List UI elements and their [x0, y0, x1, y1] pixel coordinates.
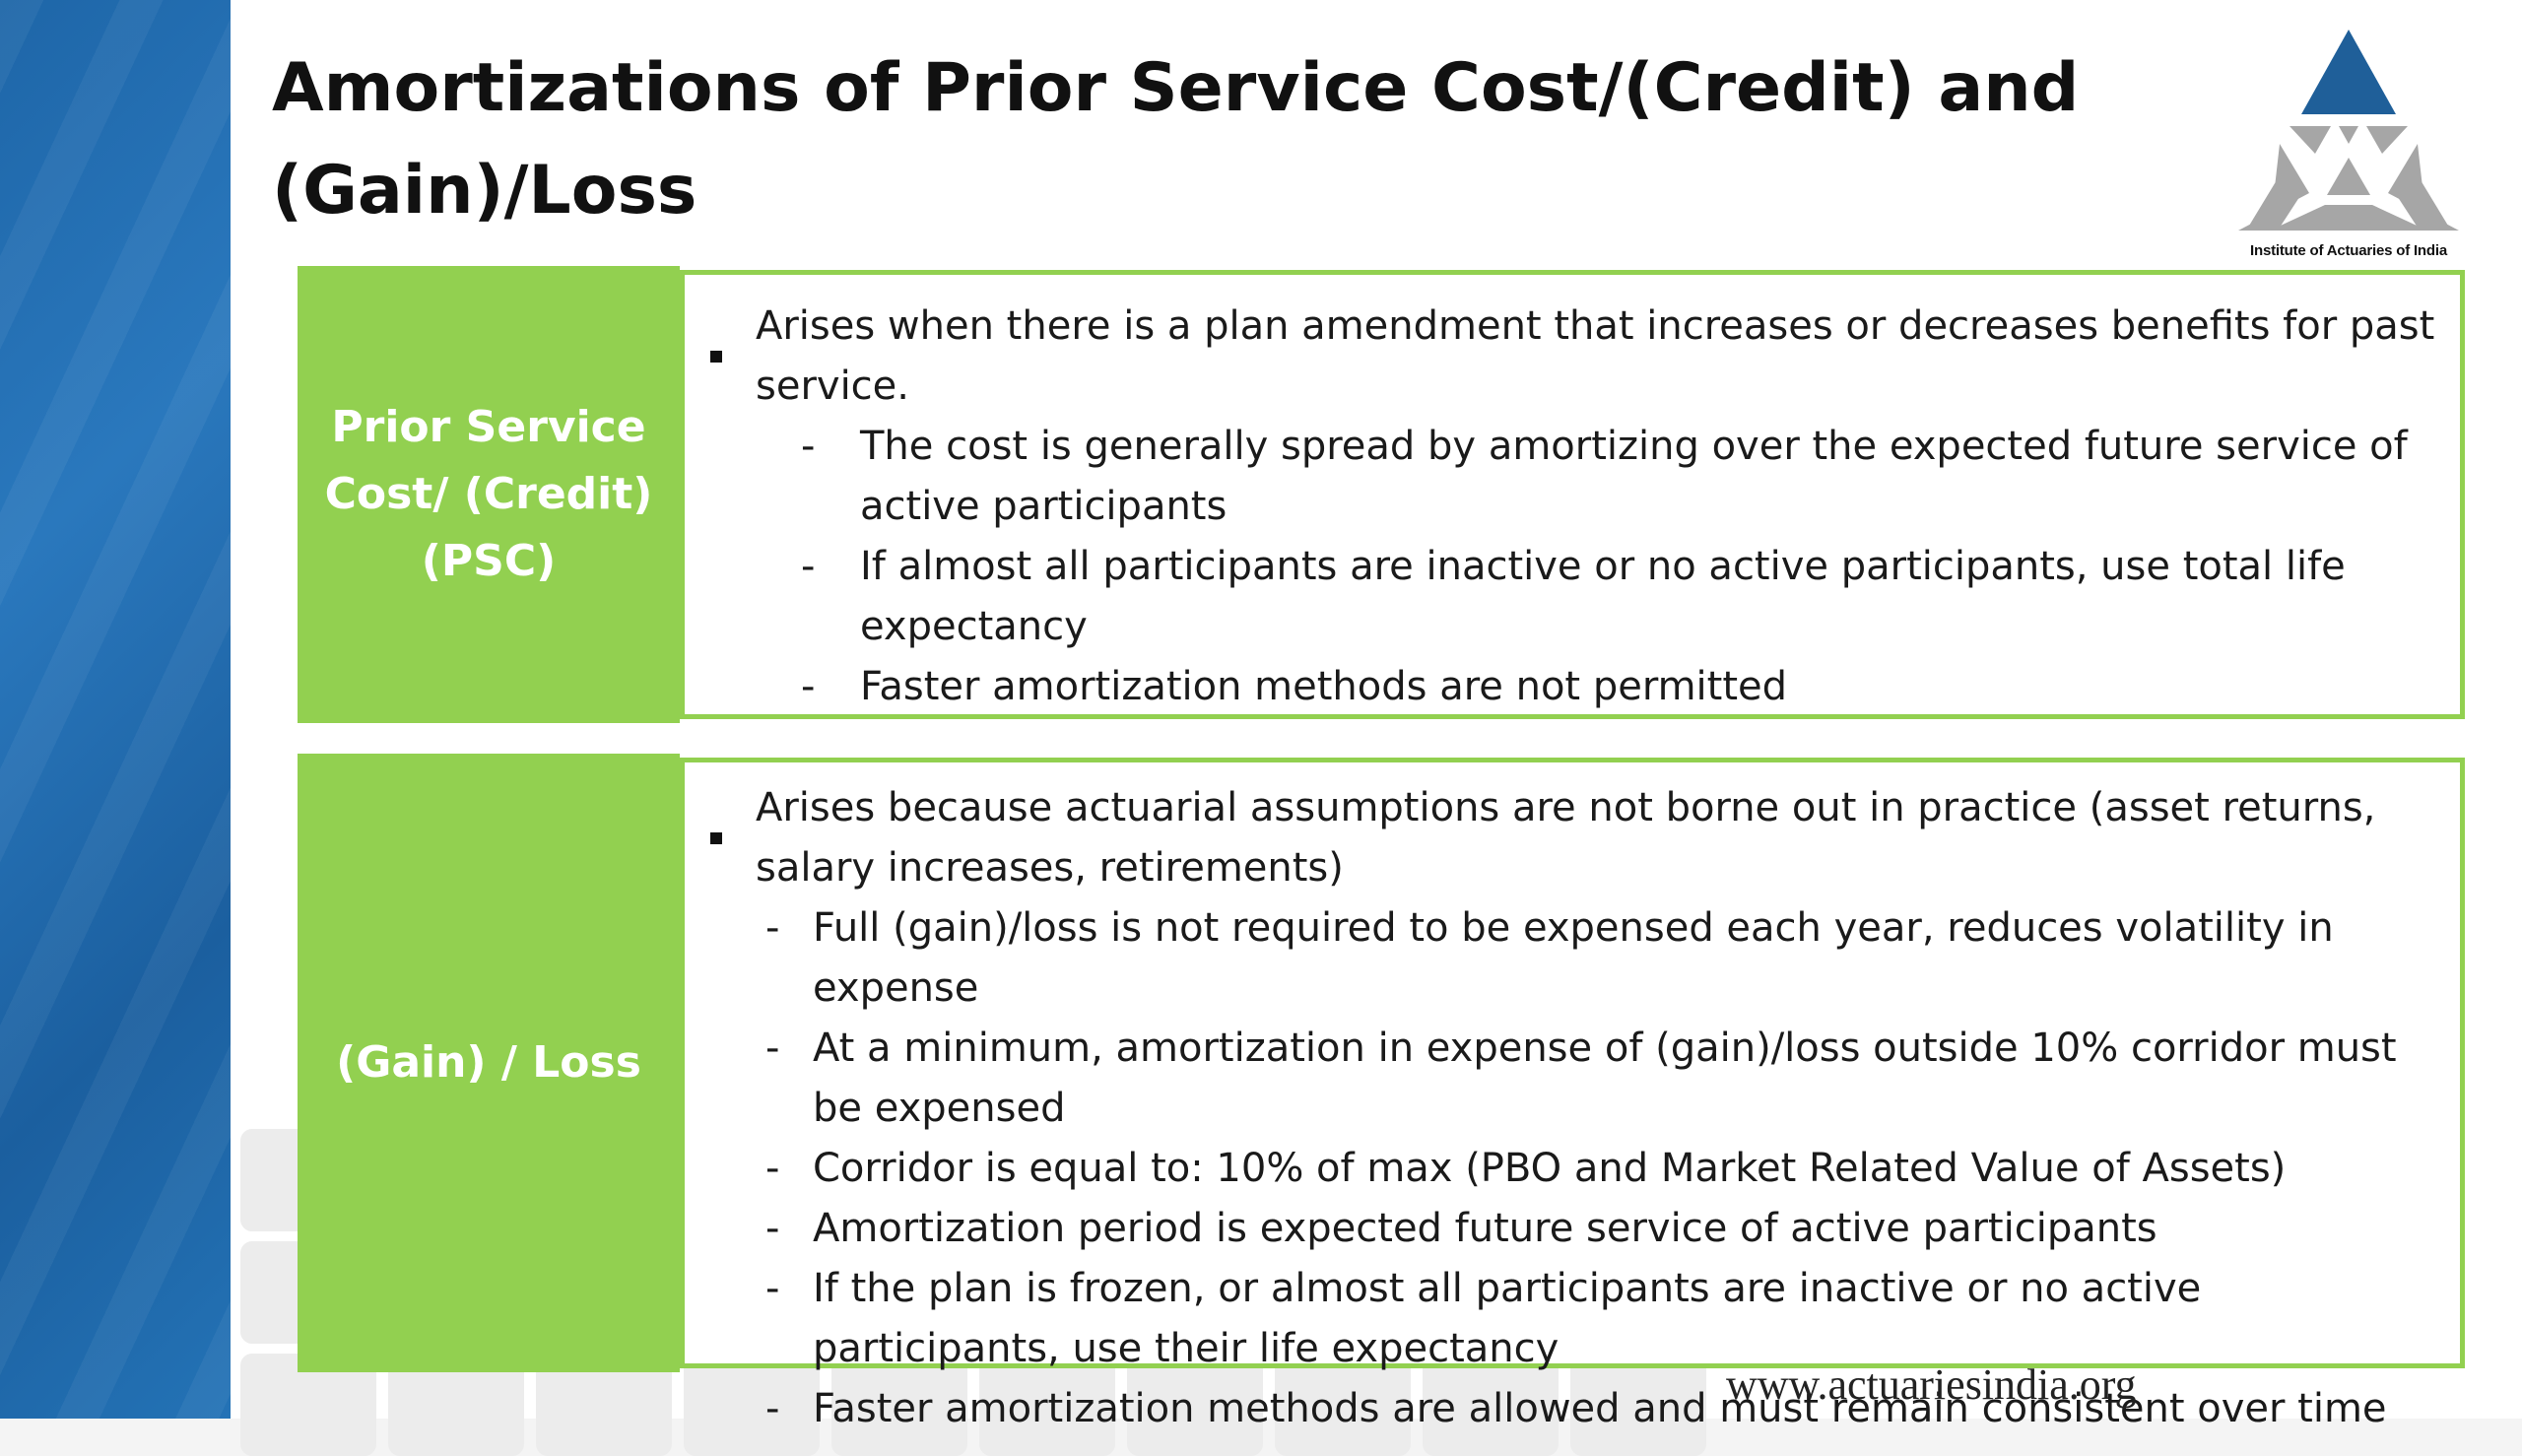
psc-content-box: Arises when there is a plan amendment th… — [680, 270, 2465, 719]
gain-loss-sub-text: If the plan is frozen, or almost all par… — [813, 1266, 2202, 1371]
list-item: - At a minimum, amortization in expense … — [685, 1019, 2448, 1139]
list-item: - Amortization period is expected future… — [685, 1199, 2448, 1259]
footer-url: www.actuariesindia.org — [1726, 1360, 2137, 1409]
dash-marker: - — [801, 664, 816, 709]
left-blue-bar — [0, 0, 231, 1419]
psc-sub-text: If almost all participants are inactive … — [860, 544, 2346, 649]
list-item: - If the plan is frozen, or almost all p… — [685, 1259, 2448, 1379]
gain-loss-content-box: Arises because actuarial assumptions are… — [680, 758, 2465, 1431]
title-line-2: (Gain)/Loss — [272, 152, 697, 230]
square-bullet-icon — [710, 802, 722, 862]
dash-marker: - — [765, 1386, 780, 1431]
gain-loss-bullet-text: Arises because actuarial assumptions are… — [756, 785, 2376, 891]
list-item: - Faster amortization methods are not pe… — [685, 657, 2440, 717]
iai-triangle-logo-icon — [2238, 30, 2459, 231]
gain-loss-label: (Gain) / Loss — [336, 1037, 641, 1088]
dash-marker: - — [765, 905, 780, 951]
list-item: - If almost all participants are inactiv… — [685, 537, 2440, 657]
list-item: - Faster amortization methods are allowe… — [685, 1379, 2448, 1439]
square-bullet-icon — [710, 320, 722, 380]
dash-marker: - — [765, 1266, 780, 1311]
dash-marker: - — [765, 1146, 780, 1191]
logo-caption: Institute of Actuaries of India — [2250, 242, 2447, 259]
title-line-1: Amortizations of Prior Service Cost/(Cre… — [272, 49, 2080, 127]
list-item: Arises when there is a plan amendment th… — [685, 297, 2440, 417]
list-item: - The cost is generally spread by amorti… — [685, 417, 2440, 537]
dash-marker: - — [801, 544, 816, 589]
psc-label-line-1: Prior Service — [331, 402, 646, 452]
gain-loss-sub-text: Full (gain)/loss is not required to be e… — [813, 905, 2334, 1011]
gain-loss-sub-text: Amortization period is expected future s… — [813, 1206, 2157, 1251]
gain-loss-sub-text: Faster amortization methods are allowed … — [813, 1386, 2387, 1431]
psc-label: Prior Service Cost/ (Credit) (PSC) — [321, 394, 656, 595]
psc-label-box: Prior Service Cost/ (Credit) (PSC) — [298, 266, 680, 723]
psc-sub-text: Faster amortization methods are not perm… — [860, 664, 1788, 709]
gain-loss-sub-text: At a minimum, amortization in expense of… — [813, 1026, 2397, 1131]
list-item: Arises because actuarial assumptions are… — [685, 778, 2448, 898]
psc-sub-text: The cost is generally spread by amortizi… — [860, 424, 2408, 529]
psc-label-line-3: (PSC) — [421, 536, 557, 586]
psc-label-line-2: Cost/ (Credit) — [324, 469, 653, 519]
dash-marker: - — [765, 1206, 780, 1251]
gain-loss-section: (Gain) / Loss Arises because actuarial a… — [298, 754, 2465, 1431]
dash-marker: - — [765, 1026, 780, 1071]
list-item: - Corridor is equal to: 10% of max (PBO … — [685, 1139, 2448, 1199]
dash-marker: - — [801, 424, 816, 469]
psc-section: Prior Service Cost/ (Credit) (PSC) Arise… — [298, 266, 2465, 723]
list-item: - Full (gain)/loss is not required to be… — [685, 898, 2448, 1019]
psc-bullet-text: Arises when there is a plan amendment th… — [756, 303, 2435, 409]
gain-loss-sub-text: Corridor is equal to: 10% of max (PBO an… — [813, 1146, 2287, 1191]
gain-loss-content: Arises because actuarial assumptions are… — [685, 778, 2448, 1439]
slide-title: Amortizations of Prior Service Cost/(Cre… — [272, 37, 2144, 242]
gain-loss-label-box: (Gain) / Loss — [298, 754, 680, 1372]
psc-content: Arises when there is a plan amendment th… — [685, 297, 2440, 717]
